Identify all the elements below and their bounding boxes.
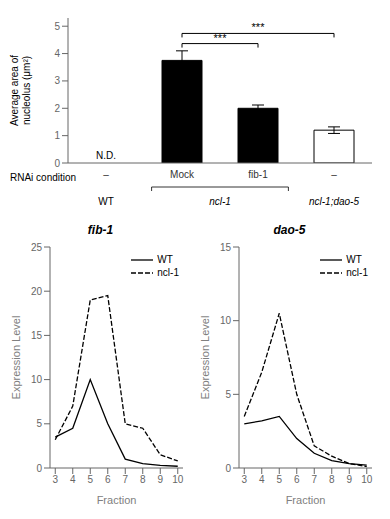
html-text:fib-1: fib-1 — [87, 223, 114, 237]
svg-text:3: 3 — [241, 474, 247, 485]
svg-text:Mock: Mock — [170, 169, 195, 180]
svg-text:***: *** — [252, 21, 266, 33]
svg-text:10: 10 — [361, 474, 373, 485]
svg-text:Fraction: Fraction — [286, 494, 326, 504]
svg-text:1: 1 — [54, 130, 60, 141]
html-text:WT: WT — [157, 254, 173, 265]
svg-text:6: 6 — [105, 474, 111, 485]
svg-text:Fraction: Fraction — [97, 494, 137, 504]
svg-text:20: 20 — [31, 286, 43, 297]
svg-text:9: 9 — [157, 474, 163, 485]
svg-text:Expression Level: Expression Level — [10, 316, 22, 400]
svg-text:0: 0 — [225, 463, 231, 474]
svg-text:7: 7 — [311, 474, 317, 485]
svg-text:10: 10 — [220, 315, 232, 326]
svg-text:RNAi condition: RNAi condition — [10, 172, 76, 183]
html-text:dao-5: dao-5 — [273, 223, 306, 237]
svg-text:0: 0 — [54, 158, 60, 169]
svg-text:4: 4 — [70, 474, 76, 485]
svg-text:3: 3 — [52, 474, 58, 485]
svg-text:8: 8 — [329, 474, 335, 485]
svg-text:25: 25 — [31, 242, 43, 253]
html-text:ncl-1: ncl-1 — [346, 267, 368, 278]
svg-text:10: 10 — [172, 474, 184, 485]
svg-text:9: 9 — [346, 474, 352, 485]
svg-text:–: – — [103, 169, 109, 180]
svg-text:Average area ofnucleolus (μm²): Average area ofnucleolus (μm²) — [9, 55, 32, 126]
svg-text:15: 15 — [31, 330, 43, 341]
svg-text:–: – — [331, 169, 337, 180]
svg-text:5: 5 — [36, 418, 42, 429]
svg-text:10: 10 — [31, 374, 43, 385]
svg-text:3: 3 — [54, 75, 60, 86]
svg-text:6: 6 — [294, 474, 300, 485]
svg-text:5: 5 — [225, 389, 231, 400]
svg-text:fib-1: fib-1 — [248, 169, 268, 180]
svg-text:7: 7 — [122, 474, 128, 485]
svg-text:5: 5 — [276, 474, 282, 485]
svg-text:ncl-1: ncl-1 — [209, 196, 231, 207]
svg-text:5: 5 — [87, 474, 93, 485]
svg-text:4: 4 — [54, 48, 60, 59]
svg-text:15: 15 — [220, 242, 232, 253]
svg-text:2: 2 — [54, 103, 60, 114]
svg-text:0: 0 — [36, 463, 42, 474]
svg-text:Expression Level: Expression Level — [199, 316, 211, 400]
svg-text:4: 4 — [259, 474, 265, 485]
svg-text:8: 8 — [140, 474, 146, 485]
svg-text:***: *** — [214, 32, 228, 44]
html-text:WT: WT — [346, 254, 362, 265]
html-text:ncl-1: ncl-1 — [157, 267, 179, 278]
svg-text:WT: WT — [98, 196, 114, 207]
svg-text:5: 5 — [54, 21, 60, 32]
svg-text:ncl-1;dao-5: ncl-1;dao-5 — [309, 196, 359, 207]
svg-text:N.D.: N.D. — [96, 150, 116, 161]
